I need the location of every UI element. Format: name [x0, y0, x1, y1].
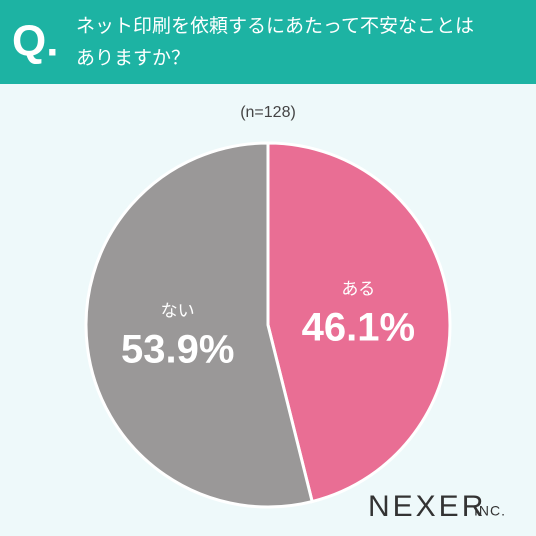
subtitle: (n=128): [240, 104, 296, 121]
pie-slice: [266, 141, 452, 504]
slice-label: ある: [341, 279, 375, 298]
pie-slice: [84, 141, 314, 509]
logo: NEXER: [368, 490, 486, 523]
header-band: [0, 0, 536, 84]
value-label: 53.9%: [121, 328, 234, 372]
value-label: 46.1%: [302, 305, 415, 349]
slice-label: ない: [161, 302, 195, 321]
chart-title: ありますか？: [76, 48, 190, 69]
question-mark: Q.: [12, 17, 58, 66]
logo-suffix: INC.: [474, 503, 506, 519]
chart-title: ネット印刷を依頼するにあたって不安なことは: [76, 15, 474, 37]
